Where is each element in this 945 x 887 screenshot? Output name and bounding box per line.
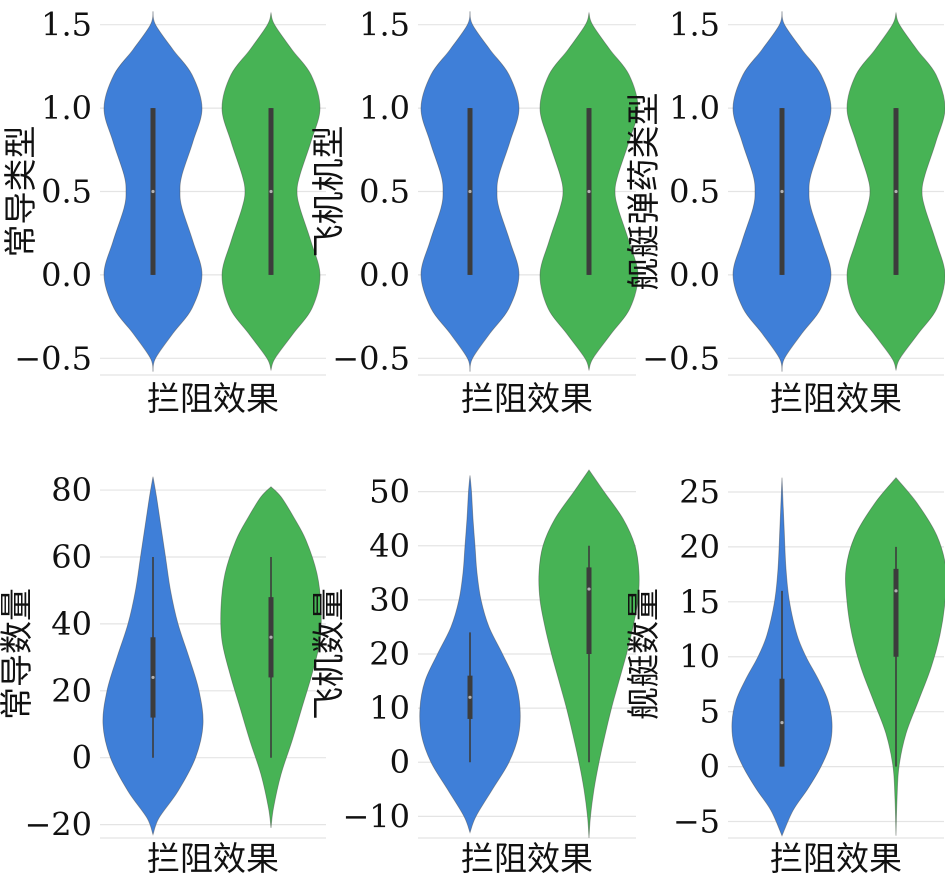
- y-tick-label: 15: [679, 583, 720, 621]
- y-tick-label: 10: [369, 689, 410, 727]
- y-tick-label: 0: [72, 739, 92, 777]
- y-tick-label: 40: [369, 527, 410, 565]
- box-iqr: [893, 568, 899, 657]
- y-tick-label: 1.0: [41, 89, 92, 127]
- y-axis-label: 飞机机型: [309, 126, 348, 258]
- y-tick-label: 1.5: [41, 6, 92, 44]
- x-axis-label: 拦阻效果: [461, 839, 593, 878]
- median-dot: [151, 675, 155, 680]
- x-axis-label: 拦阻效果: [770, 379, 902, 418]
- median-dot: [468, 695, 472, 699]
- y-tick-label: 20: [679, 528, 720, 566]
- y-tick-label: 80: [51, 471, 92, 509]
- y-tick-label: 0.5: [359, 173, 410, 211]
- y-tick-label: 20: [369, 635, 410, 673]
- median-dot: [151, 189, 155, 194]
- median-dot: [780, 189, 784, 194]
- panel-6: −5 0 5 10 15 20 25 拦阻效果 舰艇数量: [624, 473, 945, 878]
- x-axis-label: 拦阻效果: [770, 839, 902, 878]
- y-tick-label: 0: [700, 748, 720, 786]
- median-dot: [269, 635, 273, 639]
- y-axis-label: 常导数量: [0, 588, 36, 720]
- median-dot: [587, 587, 591, 591]
- panel-3: −0.5 0.0 0.5 1.0 1.5 拦阻效果 舰艇弹药类型: [624, 6, 945, 418]
- y-tick-label: 10: [679, 638, 720, 676]
- y-tick-label: 40: [51, 605, 92, 643]
- y-tick-label: 0: [390, 743, 410, 781]
- y-axis-label: 舰艇数量: [624, 588, 663, 720]
- y-tick-label: −0.5: [642, 339, 720, 377]
- x-axis-label: 拦阻效果: [147, 379, 279, 418]
- y-tick-label: 1.5: [669, 6, 720, 44]
- y-tick-label: 0.5: [669, 173, 720, 211]
- y-tick-label: 0.0: [359, 256, 410, 294]
- y-tick-label: −0.5: [14, 339, 92, 377]
- y-tick-label: 0.5: [41, 173, 92, 211]
- panel-1: −0.5 0.0 0.5 1.0 1.5 拦阻效果 常导类型: [1, 6, 326, 418]
- y-tick-label: −10: [342, 797, 410, 835]
- y-tick-label: 25: [679, 473, 720, 511]
- x-axis-label: 拦阻效果: [461, 379, 593, 418]
- y-tick-label: 5: [700, 693, 720, 731]
- y-tick-label: 20: [51, 672, 92, 710]
- y-tick-label: 1.0: [669, 89, 720, 127]
- median-dot: [894, 189, 898, 194]
- y-axis-label: 常导类型: [1, 126, 40, 258]
- y-tick-label: −0.5: [332, 339, 410, 377]
- y-tick-label: −20: [24, 806, 92, 844]
- y-tick-label: 1.5: [359, 6, 410, 44]
- y-tick-label: 0.0: [41, 256, 92, 294]
- y-tick-label: 1.0: [359, 89, 410, 127]
- y-axis-label: 舰艇弹药类型: [624, 93, 663, 291]
- median-dot: [780, 721, 784, 725]
- y-tick-label: 50: [369, 473, 410, 511]
- median-dot: [587, 189, 591, 194]
- box-iqr: [586, 567, 592, 654]
- median-dot: [269, 189, 273, 194]
- panel-5: −10 0 10 20 30 40 50 拦阻效果 飞机数量: [309, 469, 640, 878]
- y-tick-label: 0.0: [669, 256, 720, 294]
- panel-4: −20 0 20 40 60 80 拦阻效果 常导数量: [0, 471, 326, 878]
- median-dot: [468, 189, 472, 194]
- x-axis-label: 拦阻效果: [147, 839, 279, 878]
- y-axis-label: 飞机数量: [309, 588, 348, 720]
- y-tick-label: 60: [51, 538, 92, 576]
- y-tick-label: 30: [369, 581, 410, 619]
- panel-2: −0.5 0.0 0.5 1.0 1.5 拦阻效果 飞机机型: [309, 6, 639, 418]
- median-dot: [894, 589, 898, 593]
- y-tick-label: −5: [673, 803, 720, 841]
